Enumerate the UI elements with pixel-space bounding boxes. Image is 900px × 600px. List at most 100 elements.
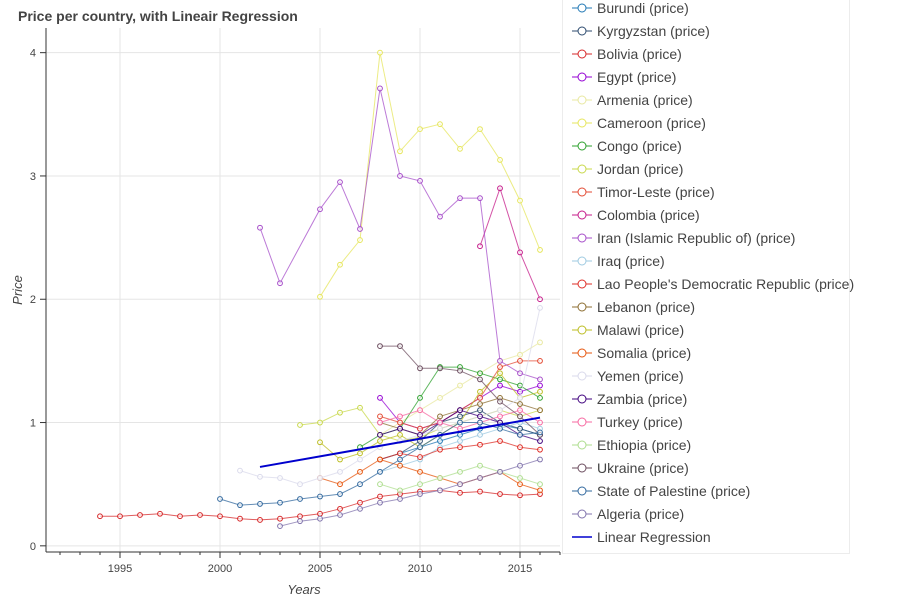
series-point: [537, 247, 543, 253]
series-point: [517, 394, 523, 401]
series-point: [377, 468, 383, 475]
legend-label: Algeria (price): [597, 505, 685, 522]
legend-swatch: [572, 440, 592, 449]
series-point: [377, 419, 383, 426]
series-point: [237, 515, 243, 522]
series-point: [437, 213, 443, 220]
series-point: [337, 409, 343, 416]
series-point: [217, 513, 223, 520]
series-layer: [97, 49, 543, 530]
legend-item[interactable]: Somalia (price): [571, 341, 691, 364]
legend-item[interactable]: Linear Regression: [571, 525, 711, 548]
legend-label: Jordan (price): [597, 160, 684, 177]
series-point: [497, 370, 503, 377]
legend: Burundi (price) Kyrgyzstan (price) Bolivia…: [562, 0, 854, 554]
series-point: [457, 481, 463, 488]
legend-item[interactable]: Egypt (price): [571, 65, 676, 88]
series-point: [477, 401, 483, 407]
legend-swatch: [572, 49, 592, 58]
legend-swatch: [572, 279, 592, 288]
legend-item[interactable]: Bolivia (price): [571, 42, 682, 65]
series-point: [357, 505, 363, 512]
series-point: [157, 510, 163, 517]
legend-item[interactable]: Algeria (price): [571, 502, 684, 525]
series-point: [537, 339, 543, 346]
series-point: [337, 512, 343, 518]
series-point: [397, 343, 403, 349]
series-point: [397, 148, 403, 155]
legend-item[interactable]: Kyrgyzstan (price): [571, 19, 710, 42]
series-point: [457, 419, 463, 426]
legend-item[interactable]: Malawi (price): [571, 318, 684, 341]
legend-swatch: [572, 210, 592, 219]
series-line: [319, 52, 541, 298]
series-10: [257, 85, 543, 383]
legend-label: Congo (price): [597, 137, 682, 154]
series-point: [497, 357, 503, 364]
legend-swatch: [572, 256, 592, 265]
series-point: [337, 468, 343, 475]
series-point: [337, 261, 343, 268]
legend-item[interactable]: Ukraine (price): [571, 456, 689, 479]
series-point: [497, 185, 503, 192]
legend-label: Ethiopia (price): [597, 436, 692, 453]
legend-item[interactable]: Iraq (price): [571, 249, 665, 272]
legend-item[interactable]: State of Palestine (price): [571, 479, 750, 502]
legend-item[interactable]: Ethiopia (price): [571, 433, 691, 456]
series-point: [497, 413, 503, 420]
legend-label: Bolivia (price): [597, 45, 682, 62]
legend-label: Burundi (price): [597, 0, 689, 16]
series-point: [257, 224, 263, 231]
legend-item[interactable]: Timor-Leste (price): [571, 180, 715, 203]
series-point: [477, 394, 483, 401]
legend-item[interactable]: Turkey (price): [571, 410, 683, 433]
series-point: [537, 487, 543, 494]
regression-line: [259, 416, 541, 468]
series-point: [457, 145, 463, 152]
series-point: [397, 462, 403, 469]
legend-swatch: [572, 509, 592, 518]
legend-item[interactable]: Cameroon (price): [571, 111, 706, 134]
series-point: [397, 496, 403, 502]
legend-swatch: [572, 394, 592, 403]
series-point: [437, 394, 443, 401]
legend-item[interactable]: Lao People's Democratic Republic (price): [571, 272, 854, 295]
series-line: [319, 458, 541, 491]
series-point: [477, 475, 483, 481]
legend-item[interactable]: Iran (Islamic Republic of) (price): [571, 226, 795, 249]
legend-item[interactable]: Yemen (price): [571, 364, 684, 387]
series-point: [497, 376, 503, 383]
series-point: [357, 226, 363, 232]
series-point: [517, 475, 523, 481]
legend-swatch: [572, 486, 592, 495]
series-point: [537, 419, 543, 426]
series-point: [317, 515, 323, 522]
series-point: [417, 126, 423, 133]
series-point: [97, 513, 103, 520]
legend-item[interactable]: Congo (price): [571, 134, 682, 157]
series-point: [377, 438, 383, 444]
series-point: [117, 513, 123, 520]
legend-item[interactable]: Armenia (price): [571, 88, 693, 111]
series-point: [277, 499, 283, 506]
series-point: [537, 429, 543, 436]
series-point: [377, 456, 383, 463]
x-axis-label: Years: [287, 582, 321, 597]
legend-label: Zambia (price): [597, 390, 688, 407]
x-tick-label: 2000: [208, 563, 232, 575]
series-point: [457, 444, 463, 451]
series-point: [317, 293, 323, 300]
x-tick-label: 2005: [308, 563, 332, 575]
series-point: [137, 512, 143, 518]
series-point: [397, 487, 403, 494]
legend-item[interactable]: Burundi (price): [571, 0, 689, 19]
series-point: [537, 376, 543, 383]
series-point: [417, 481, 423, 488]
series-point: [517, 351, 523, 358]
legend-item[interactable]: Lebanon (price): [571, 295, 695, 318]
series-point: [277, 523, 283, 530]
series-point: [297, 513, 303, 520]
legend-item[interactable]: Colombia (price): [571, 203, 700, 226]
legend-item[interactable]: Zambia (price): [571, 387, 687, 410]
legend-item[interactable]: Jordan (price): [571, 157, 683, 180]
